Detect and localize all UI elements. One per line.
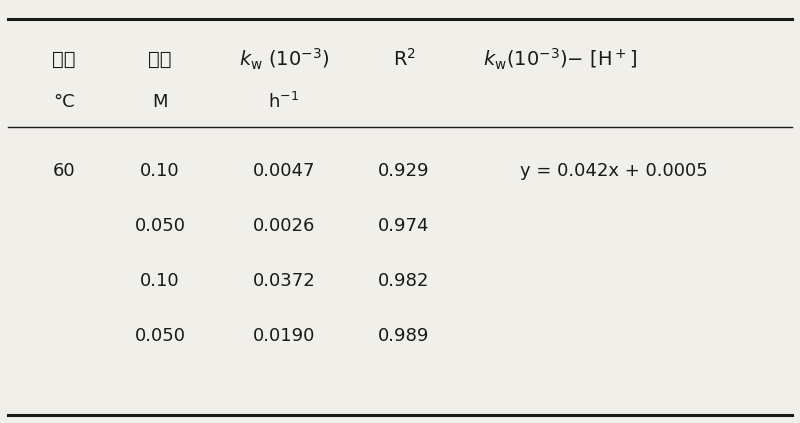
Text: 0.974: 0.974	[378, 217, 430, 235]
Text: 0.0190: 0.0190	[253, 327, 315, 345]
Text: °C: °C	[53, 93, 75, 110]
Text: $\mathrm{R}^2$: $\mathrm{R}^2$	[393, 48, 415, 70]
Text: 0.982: 0.982	[378, 272, 430, 290]
Text: $k_\mathrm{w}(10^{-3})\mathrm{-\ [H^+]}$: $k_\mathrm{w}(10^{-3})\mathrm{-\ [H^+]}$	[483, 47, 637, 72]
Text: 0.050: 0.050	[134, 327, 186, 345]
Text: 0.10: 0.10	[140, 272, 180, 290]
Text: M: M	[152, 93, 168, 110]
Text: 0.0026: 0.0026	[253, 217, 315, 235]
Text: $k_\mathrm{w}\ (10^{-3})$: $k_\mathrm{w}\ (10^{-3})$	[238, 47, 330, 72]
Text: 0.0047: 0.0047	[253, 162, 315, 180]
Text: 0.10: 0.10	[140, 162, 180, 180]
Text: 60: 60	[53, 162, 75, 180]
Text: 温度: 温度	[52, 50, 76, 69]
Text: 酸度: 酸度	[148, 50, 172, 69]
Text: 0.929: 0.929	[378, 162, 430, 180]
Text: $\mathrm{h}^{-1}$: $\mathrm{h}^{-1}$	[269, 91, 299, 112]
Text: 0.989: 0.989	[378, 327, 430, 345]
Text: 0.050: 0.050	[134, 217, 186, 235]
Text: y = 0.042x + 0.0005: y = 0.042x + 0.0005	[520, 162, 708, 180]
Text: 0.0372: 0.0372	[253, 272, 315, 290]
